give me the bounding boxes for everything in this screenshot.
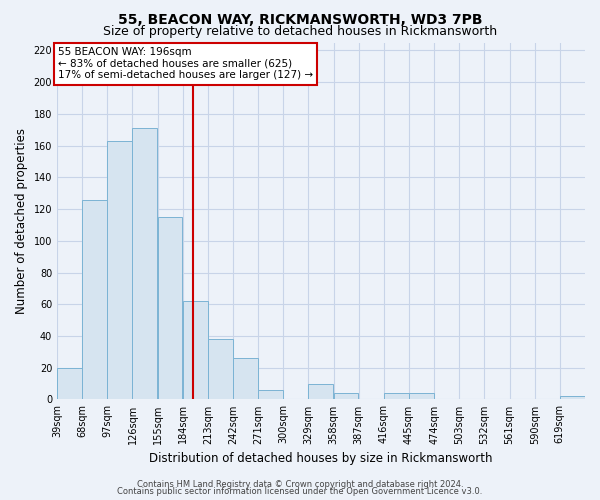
X-axis label: Distribution of detached houses by size in Rickmansworth: Distribution of detached houses by size … xyxy=(149,452,493,465)
Bar xyxy=(384,393,409,400)
Bar xyxy=(183,301,208,400)
Bar xyxy=(334,393,358,400)
Bar xyxy=(208,339,233,400)
Bar xyxy=(57,368,82,400)
Text: Size of property relative to detached houses in Rickmansworth: Size of property relative to detached ho… xyxy=(103,25,497,38)
Y-axis label: Number of detached properties: Number of detached properties xyxy=(15,128,28,314)
Bar xyxy=(560,396,585,400)
Text: 55 BEACON WAY: 196sqm
← 83% of detached houses are smaller (625)
17% of semi-det: 55 BEACON WAY: 196sqm ← 83% of detached … xyxy=(58,48,313,80)
Bar xyxy=(133,128,157,400)
Bar xyxy=(158,217,182,400)
Text: 55, BEACON WAY, RICKMANSWORTH, WD3 7PB: 55, BEACON WAY, RICKMANSWORTH, WD3 7PB xyxy=(118,12,482,26)
Bar xyxy=(233,358,258,400)
Bar xyxy=(409,393,434,400)
Bar xyxy=(107,141,132,400)
Text: Contains public sector information licensed under the Open Government Licence v3: Contains public sector information licen… xyxy=(118,487,482,496)
Bar xyxy=(258,390,283,400)
Bar xyxy=(82,200,107,400)
Text: Contains HM Land Registry data © Crown copyright and database right 2024.: Contains HM Land Registry data © Crown c… xyxy=(137,480,463,489)
Bar xyxy=(308,384,334,400)
